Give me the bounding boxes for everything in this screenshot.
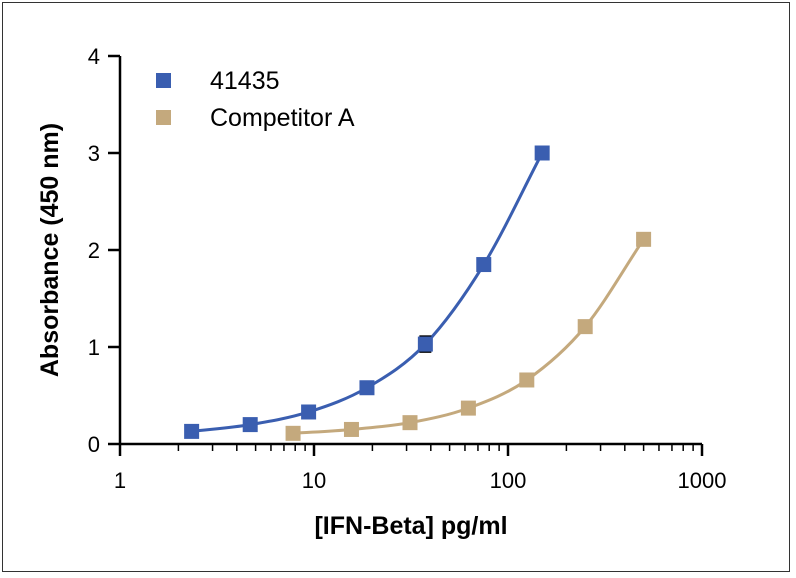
axes xyxy=(118,56,702,446)
x-tick-label: 10 xyxy=(302,468,326,493)
y-axis-title: Absorbance (450 nm) xyxy=(36,123,64,377)
legend-marker-0 xyxy=(156,73,171,88)
data-point-series-1 xyxy=(636,231,652,247)
data-point-series-1 xyxy=(285,425,301,441)
data-point-series-0 xyxy=(242,417,258,433)
data-markers xyxy=(184,145,652,441)
y-tick-label: 3 xyxy=(88,141,100,166)
legend: 41435 Competitor A xyxy=(156,67,355,132)
data-point-series-1 xyxy=(460,400,476,416)
data-point-series-0 xyxy=(476,257,492,273)
y-tick-label: 1 xyxy=(88,335,100,360)
legend-label-1: Competitor A xyxy=(210,104,355,132)
data-point-series-1 xyxy=(402,415,418,431)
y-tick-label: 2 xyxy=(88,238,100,263)
x-tick-label: 1000 xyxy=(678,468,727,493)
data-point-series-1 xyxy=(343,421,359,437)
x-tick-label: 100 xyxy=(490,468,527,493)
x-tick-label: 1 xyxy=(114,468,126,493)
data-point-series-0 xyxy=(417,336,433,352)
legend-label-0: 41435 xyxy=(210,67,280,95)
chart-frame xyxy=(2,2,790,572)
x-axis-title: [IFN-Beta] pg/ml xyxy=(314,512,507,540)
data-point-series-1 xyxy=(519,372,535,388)
y-tick-label: 4 xyxy=(88,44,100,69)
y-tick-label: 0 xyxy=(88,432,100,457)
legend-marker-1 xyxy=(156,110,171,125)
data-point-series-0 xyxy=(534,145,550,161)
data-point-series-1 xyxy=(577,319,593,335)
data-point-series-0 xyxy=(359,380,375,396)
data-point-series-0 xyxy=(184,423,200,439)
fit-curves xyxy=(191,152,645,435)
data-point-series-0 xyxy=(301,404,317,420)
